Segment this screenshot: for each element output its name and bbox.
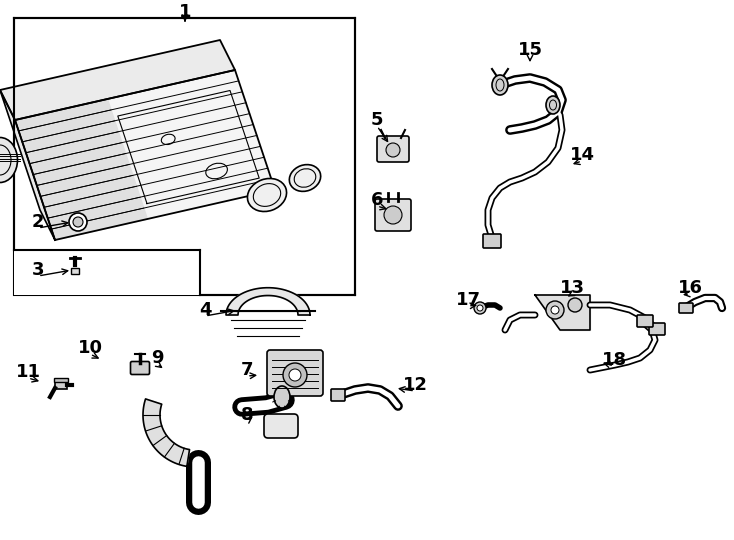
Text: 12: 12: [402, 376, 427, 394]
Bar: [55, 381, 67, 389]
Text: 2: 2: [32, 213, 44, 231]
Polygon shape: [226, 288, 310, 315]
Circle shape: [477, 305, 483, 311]
Polygon shape: [535, 295, 590, 330]
Ellipse shape: [492, 75, 508, 95]
Polygon shape: [0, 90, 55, 240]
Text: 8: 8: [241, 406, 253, 424]
Ellipse shape: [247, 179, 286, 212]
Text: 18: 18: [601, 351, 627, 369]
Text: 16: 16: [677, 279, 702, 297]
FancyBboxPatch shape: [375, 199, 411, 231]
Circle shape: [551, 306, 559, 314]
Polygon shape: [14, 250, 200, 295]
Bar: [54, 378, 68, 382]
Bar: [14, 18, 355, 295]
Text: 15: 15: [517, 41, 542, 59]
Text: 14: 14: [570, 146, 595, 164]
Text: 4: 4: [199, 301, 211, 319]
Text: 10: 10: [78, 339, 103, 357]
Circle shape: [69, 213, 87, 231]
FancyBboxPatch shape: [679, 303, 693, 313]
Circle shape: [73, 217, 83, 227]
Circle shape: [568, 298, 582, 312]
Circle shape: [283, 363, 307, 387]
Text: 7: 7: [241, 361, 253, 379]
FancyBboxPatch shape: [331, 389, 345, 401]
Polygon shape: [0, 40, 235, 120]
Text: 5: 5: [371, 111, 383, 129]
FancyBboxPatch shape: [649, 323, 665, 335]
Polygon shape: [15, 99, 148, 240]
FancyBboxPatch shape: [131, 361, 150, 375]
Text: 1: 1: [179, 3, 192, 21]
Circle shape: [386, 143, 400, 157]
Ellipse shape: [274, 386, 290, 408]
Circle shape: [474, 302, 486, 314]
Circle shape: [384, 206, 402, 224]
FancyBboxPatch shape: [267, 350, 323, 396]
FancyBboxPatch shape: [483, 234, 501, 248]
FancyBboxPatch shape: [377, 136, 409, 162]
Text: 13: 13: [559, 279, 584, 297]
Text: 3: 3: [32, 261, 44, 279]
Ellipse shape: [289, 165, 321, 191]
Ellipse shape: [0, 138, 18, 183]
Text: 9: 9: [150, 349, 163, 367]
Text: 6: 6: [371, 191, 383, 209]
Ellipse shape: [546, 96, 560, 114]
FancyBboxPatch shape: [637, 315, 653, 327]
Polygon shape: [143, 399, 189, 467]
Bar: [71, 268, 79, 274]
FancyBboxPatch shape: [264, 414, 298, 438]
Polygon shape: [15, 70, 275, 240]
Circle shape: [289, 369, 301, 381]
Text: 17: 17: [456, 291, 481, 309]
Text: 11: 11: [15, 363, 40, 381]
Circle shape: [546, 301, 564, 319]
